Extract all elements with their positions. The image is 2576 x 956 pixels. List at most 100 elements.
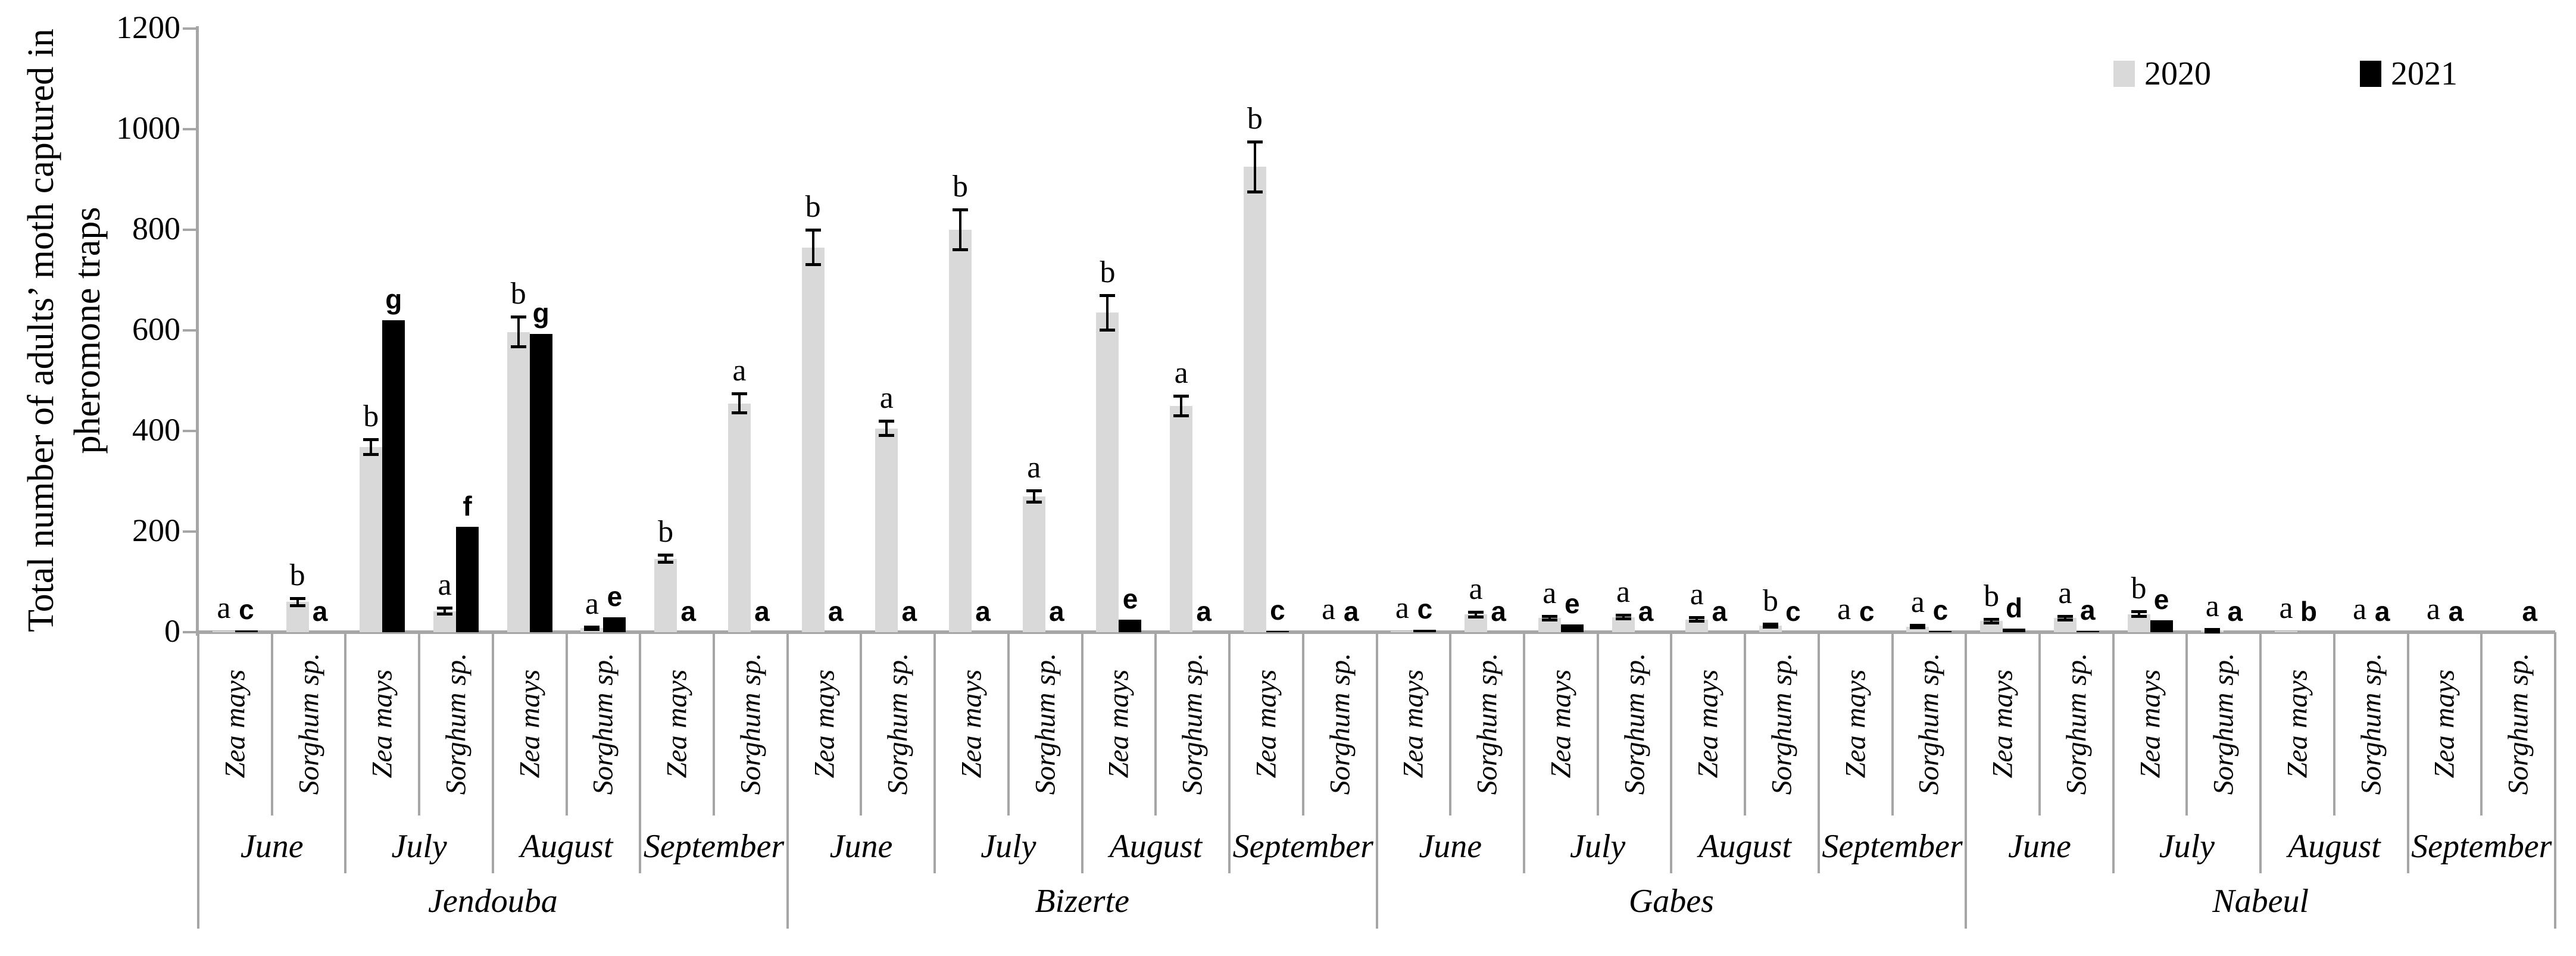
error-bar-2020	[738, 393, 741, 414]
error-bar-cap-bottom	[953, 248, 969, 251]
error-bar-2020	[1475, 612, 1478, 617]
sig-letter-2021: a	[754, 596, 770, 627]
error-bar-cap-top	[1541, 614, 1557, 618]
sig-letter-2021: a	[2522, 596, 2537, 627]
sig-letter-2020: b	[289, 558, 305, 592]
crop-axis-label: Sorghum sp.	[1913, 652, 1945, 795]
crop-axis-label: Sorghum sp.	[587, 652, 619, 795]
y-axis-tick	[183, 530, 197, 533]
bar-2020	[727, 403, 751, 632]
crop-divider	[1007, 632, 1010, 816]
bar-2020	[949, 230, 972, 632]
sig-letter-2020: a	[1690, 577, 1704, 612]
crop-axis-label: Sorghum sp.	[293, 652, 325, 795]
sig-letter-2020: a	[2058, 576, 2072, 610]
sig-letter-2020: a	[732, 353, 747, 388]
y-axis-tick	[183, 229, 197, 231]
error-bar-cap-top	[1173, 394, 1189, 398]
error-bar-cap-top	[1984, 618, 2000, 621]
month-divider	[1670, 632, 1673, 873]
error-bar-cap-top	[2057, 614, 2073, 618]
error-bar-cap-top	[731, 392, 747, 395]
crop-axis-label: Zea mays	[1987, 669, 2019, 779]
error-bar-cap-top	[2131, 610, 2147, 614]
error-bar-2020	[811, 230, 814, 265]
error-bar-cap-bottom	[2057, 618, 2073, 621]
sig-letter-2020: a	[1469, 572, 1483, 607]
crop-axis-label: Zea mays	[1397, 669, 1429, 779]
sig-letter-2020: a	[1395, 591, 1409, 626]
error-bar-2020	[444, 608, 446, 614]
y-axis-tick	[183, 27, 197, 30]
bar-2021	[1266, 631, 1289, 632]
sig-letter-2021: c	[1417, 593, 1433, 624]
y-axis-tick-label: 200	[132, 513, 180, 548]
bar-2020	[875, 428, 898, 632]
crop-divider	[1449, 632, 1452, 816]
sig-letter-2020: b	[1247, 102, 1263, 136]
crop-divider	[2480, 632, 2483, 816]
sig-letter-2021: f	[463, 490, 472, 521]
sig-letter-2020: b	[658, 514, 674, 549]
month-divider	[491, 632, 494, 873]
bar-2020	[2053, 618, 2077, 632]
bar-2021	[2076, 631, 2099, 632]
legend-item-2021: 2021	[2360, 55, 2458, 93]
sig-letter-2021: c	[1785, 596, 1801, 627]
error-bar-cap-bottom	[1247, 190, 1263, 193]
error-bar-2020	[1180, 395, 1183, 416]
sig-letter-2020: b	[510, 277, 526, 311]
month-divider	[2406, 632, 2409, 873]
error-bar-cap-top	[879, 420, 895, 423]
sig-letter-2020: a	[217, 591, 231, 626]
sig-letter-2020: a	[879, 381, 894, 415]
sig-letter-2021: g	[532, 297, 549, 329]
error-bar-cap-bottom	[437, 612, 453, 616]
bar-2021	[382, 320, 405, 632]
sig-letter-2020: a	[1616, 575, 1631, 610]
location-divider	[1965, 632, 1968, 929]
month-divider	[344, 632, 347, 873]
bar-2020	[1391, 631, 1414, 632]
error-bar-2020	[1253, 142, 1256, 192]
sig-letter-2021: e	[1122, 583, 1138, 614]
bar-2020	[1906, 626, 1929, 632]
crop-divider	[2333, 632, 2335, 816]
sig-letter-2021: a	[1343, 596, 1359, 627]
sig-letter-2021: a	[2227, 596, 2243, 627]
sig-letter-2020: a	[2279, 591, 2293, 626]
sig-letter-2021: d	[2006, 592, 2023, 624]
month-divider	[639, 632, 642, 873]
sig-letter-2021: g	[385, 284, 402, 315]
month-divider	[1081, 632, 1084, 873]
month-divider	[1522, 632, 1525, 873]
crop-axis-label: Zea mays	[661, 669, 693, 779]
month-divider	[2112, 632, 2115, 873]
error-bar-cap-bottom	[1910, 626, 1926, 630]
error-bar-2020	[959, 210, 962, 250]
bar-2020	[1096, 313, 1119, 632]
crop-divider	[565, 632, 568, 816]
sig-letter-2021: a	[1638, 596, 1654, 627]
error-bar-cap-top	[289, 596, 305, 600]
bar-2020	[654, 558, 677, 632]
error-bar-cap-bottom	[805, 263, 821, 267]
crop-axis-label: Zea mays	[956, 669, 988, 779]
error-bar-2020	[517, 317, 520, 347]
bar-2020	[507, 332, 530, 632]
error-bar-cap-bottom	[2131, 614, 2147, 618]
error-bar-cap-bottom	[2205, 630, 2221, 633]
sig-letter-2021: c	[239, 594, 254, 626]
error-bar-2020	[1696, 617, 1698, 622]
legend-label-2021: 2021	[2391, 55, 2458, 92]
month-divider	[1817, 632, 1820, 873]
error-bar-cap-top	[1247, 140, 1263, 144]
error-bar-2020	[2063, 616, 2066, 620]
sig-letter-2020: b	[805, 190, 821, 224]
error-bar-cap-bottom	[584, 627, 600, 631]
error-bar-cap-bottom	[1541, 618, 1557, 621]
crop-divider	[860, 632, 863, 816]
sig-letter-2020: a	[1543, 576, 1557, 610]
sig-letter-2020: b	[1762, 584, 1778, 618]
crop-axis-label: Zea mays	[514, 669, 546, 779]
